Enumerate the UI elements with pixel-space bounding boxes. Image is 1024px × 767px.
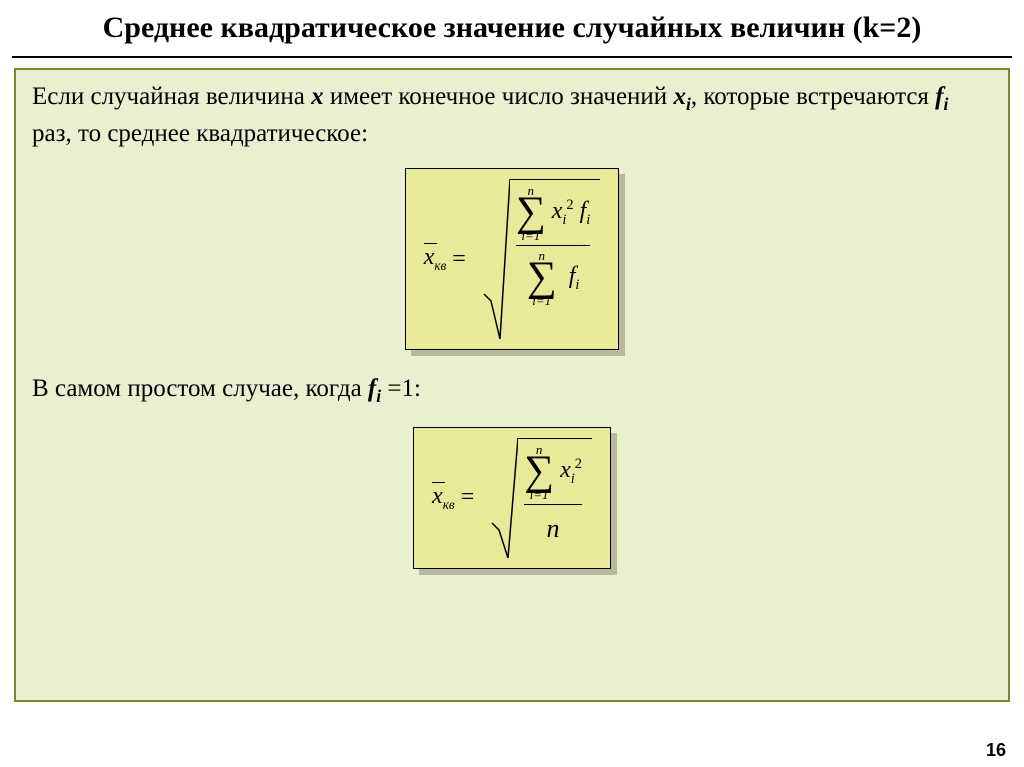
formula-face: xкв = n ∑ i=1 xyxy=(405,168,620,350)
content-frame: Если случайная величина x имеет конечное… xyxy=(14,68,1010,702)
var-x: x xyxy=(311,83,324,110)
text: имеет конечное число значений xyxy=(324,83,674,110)
var-xi: xi xyxy=(673,83,690,110)
denominator: n xyxy=(547,508,560,548)
sqrt: n ∑ i=1 xi2 n xyxy=(490,438,592,558)
fraction-line xyxy=(524,504,582,505)
text: раз, то среднее квадратическое: xyxy=(32,120,368,147)
formula-1: xкв = n ∑ i=1 xyxy=(32,168,992,350)
page-number: 16 xyxy=(986,740,1006,761)
text: , которые встречаются xyxy=(691,83,935,110)
sqrt: n ∑ i=1 xi2 fi n ∑ xyxy=(482,179,600,339)
var-fi: fi xyxy=(935,83,948,110)
formula-lhs: xкв = xyxy=(424,244,472,274)
text: Если случайная величина xyxy=(32,83,311,110)
radical-icon xyxy=(490,438,518,558)
text: =1: xyxy=(381,375,421,402)
sigma-icon: ∑ xyxy=(524,454,554,490)
sigma-icon: ∑ xyxy=(527,260,557,296)
var-fi-2: fi xyxy=(368,375,381,402)
intro-paragraph: Если случайная величина x имеет конечное… xyxy=(32,80,992,150)
formula-lhs: xкв = xyxy=(432,483,480,513)
formula-face: xкв = n ∑ i=1 xyxy=(413,427,611,569)
radical-icon xyxy=(482,179,510,339)
sigma-icon: ∑ xyxy=(516,195,546,231)
denominator: n ∑ i=1 fi xyxy=(527,249,580,307)
slide-title: Среднее квадратическое значение случайны… xyxy=(0,0,1024,52)
numerator: n ∑ i=1 xi2 fi xyxy=(516,184,590,242)
fraction-line xyxy=(516,245,590,246)
text: В самом простом случае, когда xyxy=(32,375,368,402)
formula-2: xкв = n ∑ i=1 xyxy=(32,427,992,569)
numerator: n ∑ i=1 xi2 xyxy=(524,443,582,501)
para-2: В самом простом случае, когда fi =1: xyxy=(32,372,992,409)
title-divider xyxy=(12,56,1012,58)
